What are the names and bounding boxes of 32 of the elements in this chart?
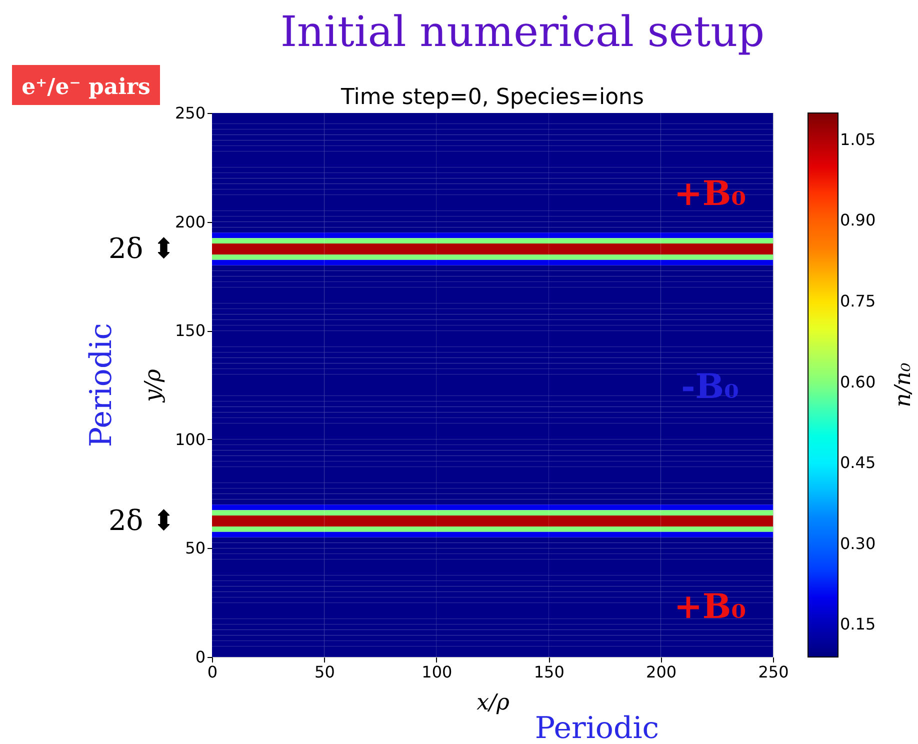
annotation: +B₀	[674, 587, 746, 627]
x-tick-label: 200	[646, 662, 677, 682]
y-tick-label: 50	[185, 538, 206, 558]
text: 2δ ⬍	[108, 504, 176, 537]
x-tick-label: 0	[207, 662, 218, 682]
chart-subtitle: Time step=0, Species=ions	[340, 85, 644, 110]
annotation: +B₀	[674, 174, 746, 214]
color-bar-label: 0.15	[840, 614, 876, 634]
x-tick-label: 100	[422, 662, 452, 682]
annotation: -B₀	[681, 367, 739, 407]
text: e⁺/e⁻ pairs	[22, 74, 150, 100]
color-bar-label: 1.05	[840, 130, 876, 149]
text: 2δ ⬍	[108, 232, 176, 265]
color-bar-label: 0.75	[840, 292, 876, 311]
y-tick-label: 150	[174, 321, 206, 340]
y-tick-label: 200	[174, 212, 206, 232]
x-axis-title: x/ρ	[476, 690, 510, 716]
y-tick-label: 250	[174, 104, 206, 122]
text: Periodic	[534, 711, 660, 744]
color-bar-label: 0.60	[840, 372, 876, 392]
y-axis-title: y/ρ	[140, 369, 166, 403]
chart-title: Initial numerical setup	[280, 7, 765, 56]
color-bar-label: 0.30	[840, 534, 876, 553]
color-bar-label: 0.90	[840, 210, 876, 230]
y-tick-label: 100	[174, 430, 206, 449]
x-tick-label: 250	[758, 662, 789, 682]
color-bar-title: n/n₀	[891, 362, 916, 408]
text: Periodic	[84, 322, 119, 448]
y-tick-label: 0	[195, 648, 206, 666]
x-tick-label: 50	[314, 662, 335, 682]
color-bar-label: 0.45	[840, 453, 876, 472]
x-tick-label: 150	[534, 662, 564, 682]
